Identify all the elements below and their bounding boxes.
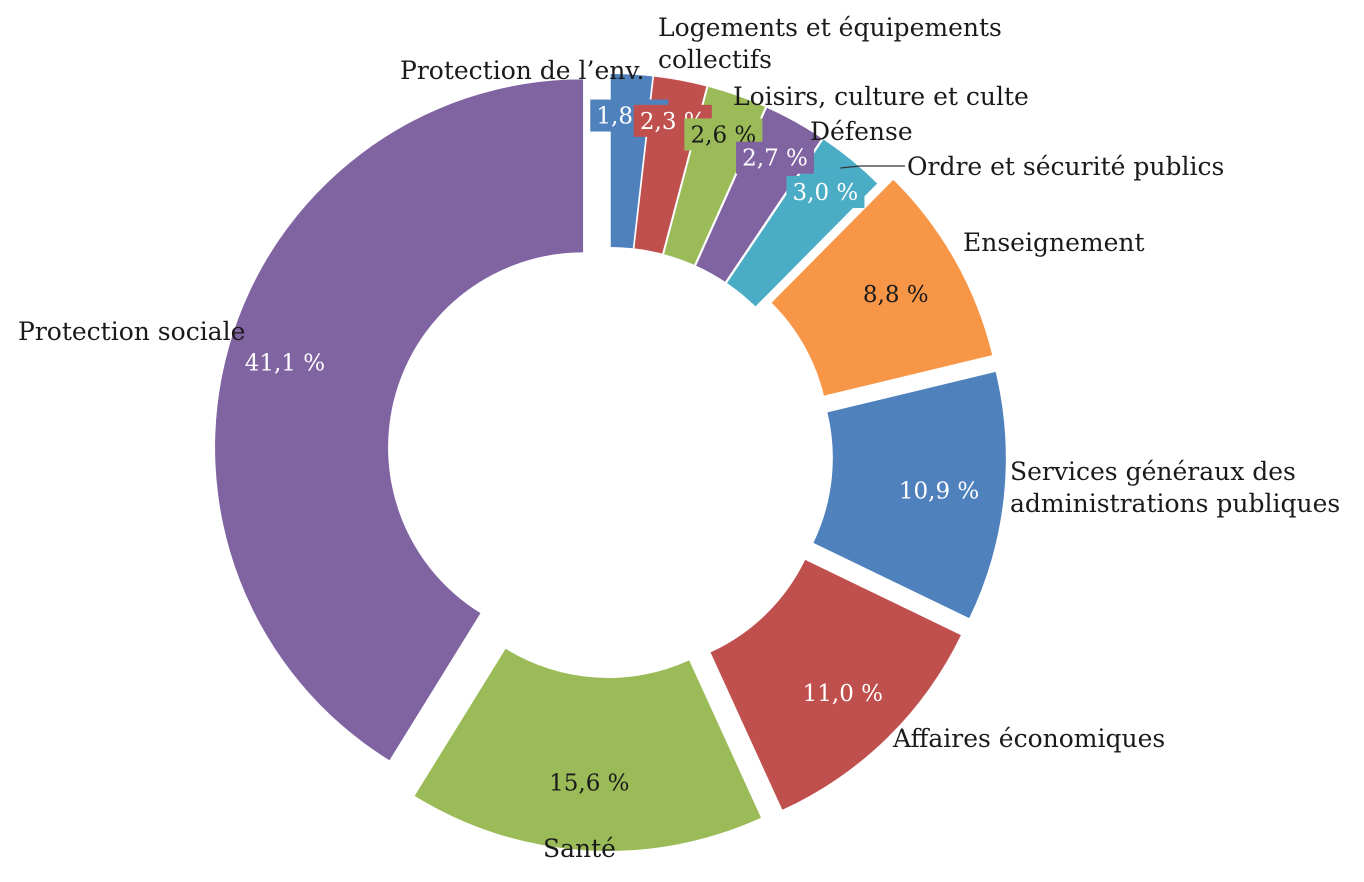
chart-category-labels: Protection de l’env. Logements et équipem… bbox=[18, 13, 1340, 863]
value-label-sante: 15,6 % bbox=[549, 770, 629, 796]
cat-label-services-generaux: Services généraux des administrations pub… bbox=[1010, 457, 1340, 518]
value-label-text: 15,6 % bbox=[549, 770, 629, 796]
value-label-box bbox=[736, 141, 815, 174]
value-label-enseignement: 8,8 % bbox=[863, 282, 929, 308]
cat-label-ordre-securite: Ordre et sécurité publics bbox=[907, 152, 1224, 181]
value-label-text: 10,9 % bbox=[899, 478, 979, 504]
value-label-box bbox=[786, 175, 865, 208]
slice-protection-sociale bbox=[215, 79, 584, 761]
chart-leader-lines bbox=[840, 165, 905, 169]
cat-label-affaires-economiques: Affaires économiques bbox=[892, 724, 1165, 753]
cat-label-sante: Santé bbox=[543, 834, 616, 863]
chart-slices bbox=[215, 74, 1006, 851]
chart-value-labels: 1,8 %2,3 %2,6 %2,7 %3,0 %8,8 %10,9 %11,0… bbox=[245, 99, 979, 796]
value-label-affaires-economiques: 11,0 % bbox=[803, 681, 883, 707]
cat-label-protection-env: Protection de l’env. bbox=[400, 56, 645, 85]
cat-label-enseignement: Enseignement bbox=[963, 228, 1145, 257]
leader-line bbox=[840, 165, 905, 169]
cat-label-logements: Logements et équipements collectifs bbox=[658, 13, 1002, 74]
cat-label-protection-sociale: Protection sociale bbox=[18, 317, 245, 346]
value-label-ordre-securite: 3,0 % bbox=[786, 175, 865, 208]
value-label-text: 3,0 % bbox=[793, 180, 859, 206]
value-label-protection-sociale: 41,1 % bbox=[245, 351, 325, 377]
value-label-services-generaux: 10,9 % bbox=[899, 478, 979, 504]
value-label-text: 41,1 % bbox=[245, 351, 325, 377]
value-label-text: 8,8 % bbox=[863, 282, 929, 308]
value-label-text: 2,7 % bbox=[742, 146, 808, 172]
cat-label-defense: Défense bbox=[810, 117, 913, 146]
value-label-text: 11,0 % bbox=[803, 681, 883, 707]
slice-enseignement bbox=[771, 179, 993, 396]
cat-label-loisirs: Loisirs, culture et culte bbox=[733, 82, 1029, 111]
slice-sante bbox=[414, 648, 762, 851]
slice-services-generaux bbox=[813, 371, 1006, 619]
value-label-defense: 2,7 % bbox=[736, 141, 815, 174]
slice-affaires-economiques bbox=[710, 559, 961, 810]
